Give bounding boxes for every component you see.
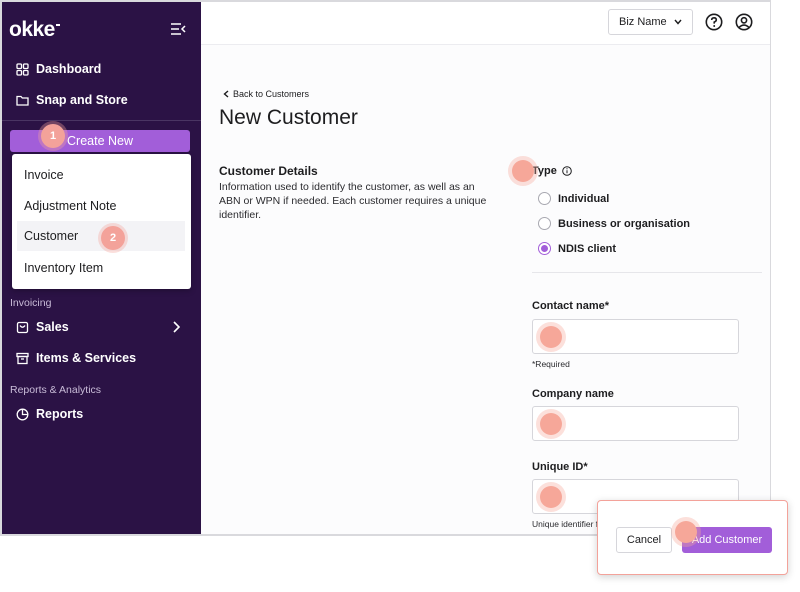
- section-label-invoicing: Invoicing: [10, 297, 52, 309]
- folder-icon: [16, 95, 29, 106]
- radio-label: NDIS client: [558, 242, 617, 255]
- radio-business-organisation[interactable]: Business or organisation: [538, 217, 690, 230]
- grid-icon: [16, 62, 29, 76]
- step-marker-1: 1: [41, 124, 65, 148]
- logo: okke: [9, 18, 60, 42]
- sidebar-item-reports[interactable]: Reports: [16, 407, 83, 421]
- hotspot-company-name: [540, 413, 562, 435]
- app-window: okke Dashboard Snap and Store Create New: [0, 0, 771, 536]
- sidebar-item-snap-and-store[interactable]: Snap and Store: [16, 93, 128, 107]
- type-label-text: Type: [532, 165, 557, 177]
- unique-id-label: Unique ID*: [532, 461, 588, 473]
- menu-item-customer[interactable]: Customer: [17, 221, 185, 251]
- archive-icon: [16, 352, 29, 364]
- sidebar-item-dashboard[interactable]: Dashboard: [16, 62, 101, 76]
- info-icon[interactable]: [562, 166, 572, 176]
- action-panel: Cancel Add Customer: [597, 500, 788, 575]
- business-select-value: Biz Name: [619, 16, 667, 28]
- radio-label: Business or organisation: [558, 217, 691, 230]
- collapse-sidebar-icon[interactable]: [170, 22, 186, 36]
- help-icon[interactable]: [705, 13, 723, 31]
- menu-item-adjustment-note[interactable]: Adjustment Note: [24, 199, 117, 213]
- section-divider: [532, 272, 762, 273]
- contact-name-label: Contact name*: [532, 300, 610, 312]
- create-new-button[interactable]: Create New: [10, 130, 190, 152]
- chevron-left-icon: [223, 90, 229, 98]
- company-name-label: Company name: [532, 388, 614, 400]
- menu-item-inventory-item[interactable]: Inventory Item: [24, 261, 104, 275]
- chevron-down-icon: [674, 19, 682, 25]
- sidebar-item-label: Snap and Store: [36, 93, 128, 107]
- sidebar-divider: [2, 120, 201, 121]
- sidebar-item-label: Items & Services: [36, 351, 137, 365]
- step-marker-2: 2: [101, 226, 125, 250]
- hotspot-add-customer: [675, 521, 697, 543]
- radio-label: Individual: [558, 192, 610, 205]
- hotspot-contact-name: [540, 326, 562, 348]
- add-customer-button[interactable]: Add Customer: [682, 527, 772, 553]
- radio-button[interactable]: [538, 217, 551, 230]
- type-label: Type: [532, 165, 572, 177]
- sidebar-item-label: Dashboard: [36, 62, 102, 76]
- section-title: Customer Details: [219, 164, 318, 178]
- sidebar-item-label: Sales: [36, 320, 69, 334]
- cancel-button[interactable]: Cancel: [616, 527, 672, 553]
- chevron-right-icon[interactable]: [172, 321, 180, 333]
- company-name-input[interactable]: [532, 406, 739, 441]
- sidebar-item-sales[interactable]: Sales: [16, 320, 69, 334]
- hotspot-unique-id: [540, 486, 562, 508]
- hotspot-type: [512, 160, 534, 182]
- radio-button-selected[interactable]: [538, 242, 551, 255]
- page-title: New Customer: [219, 106, 358, 129]
- section-label-reports-analytics: Reports & Analytics: [10, 384, 102, 396]
- radio-button[interactable]: [538, 192, 551, 205]
- radio-ndis-client[interactable]: NDIS client: [538, 242, 616, 255]
- sidebar-item-label: Reports: [36, 407, 84, 421]
- pie-chart-icon: [16, 408, 29, 420]
- menu-item-invoice[interactable]: Invoice: [24, 168, 64, 182]
- radio-individual[interactable]: Individual: [538, 192, 609, 205]
- contact-name-input[interactable]: [532, 319, 739, 354]
- bag-icon: [16, 321, 29, 333]
- create-new-menu: Invoice Adjustment Note Customer Invento…: [12, 154, 191, 289]
- back-link-label: Back to Customers: [233, 89, 310, 99]
- business-select[interactable]: Biz Name: [608, 9, 693, 35]
- user-account-icon[interactable]: [735, 13, 753, 31]
- required-note: *Required: [532, 359, 570, 369]
- section-description: Information used to identify the custome…: [219, 181, 487, 221]
- topbar: Biz Name: [201, 2, 770, 45]
- back-to-customers-link[interactable]: Back to Customers: [223, 89, 309, 99]
- unique-id-helper: Unique identifier for this customer: [532, 519, 659, 529]
- sidebar-item-items-services[interactable]: Items & Services: [16, 351, 136, 365]
